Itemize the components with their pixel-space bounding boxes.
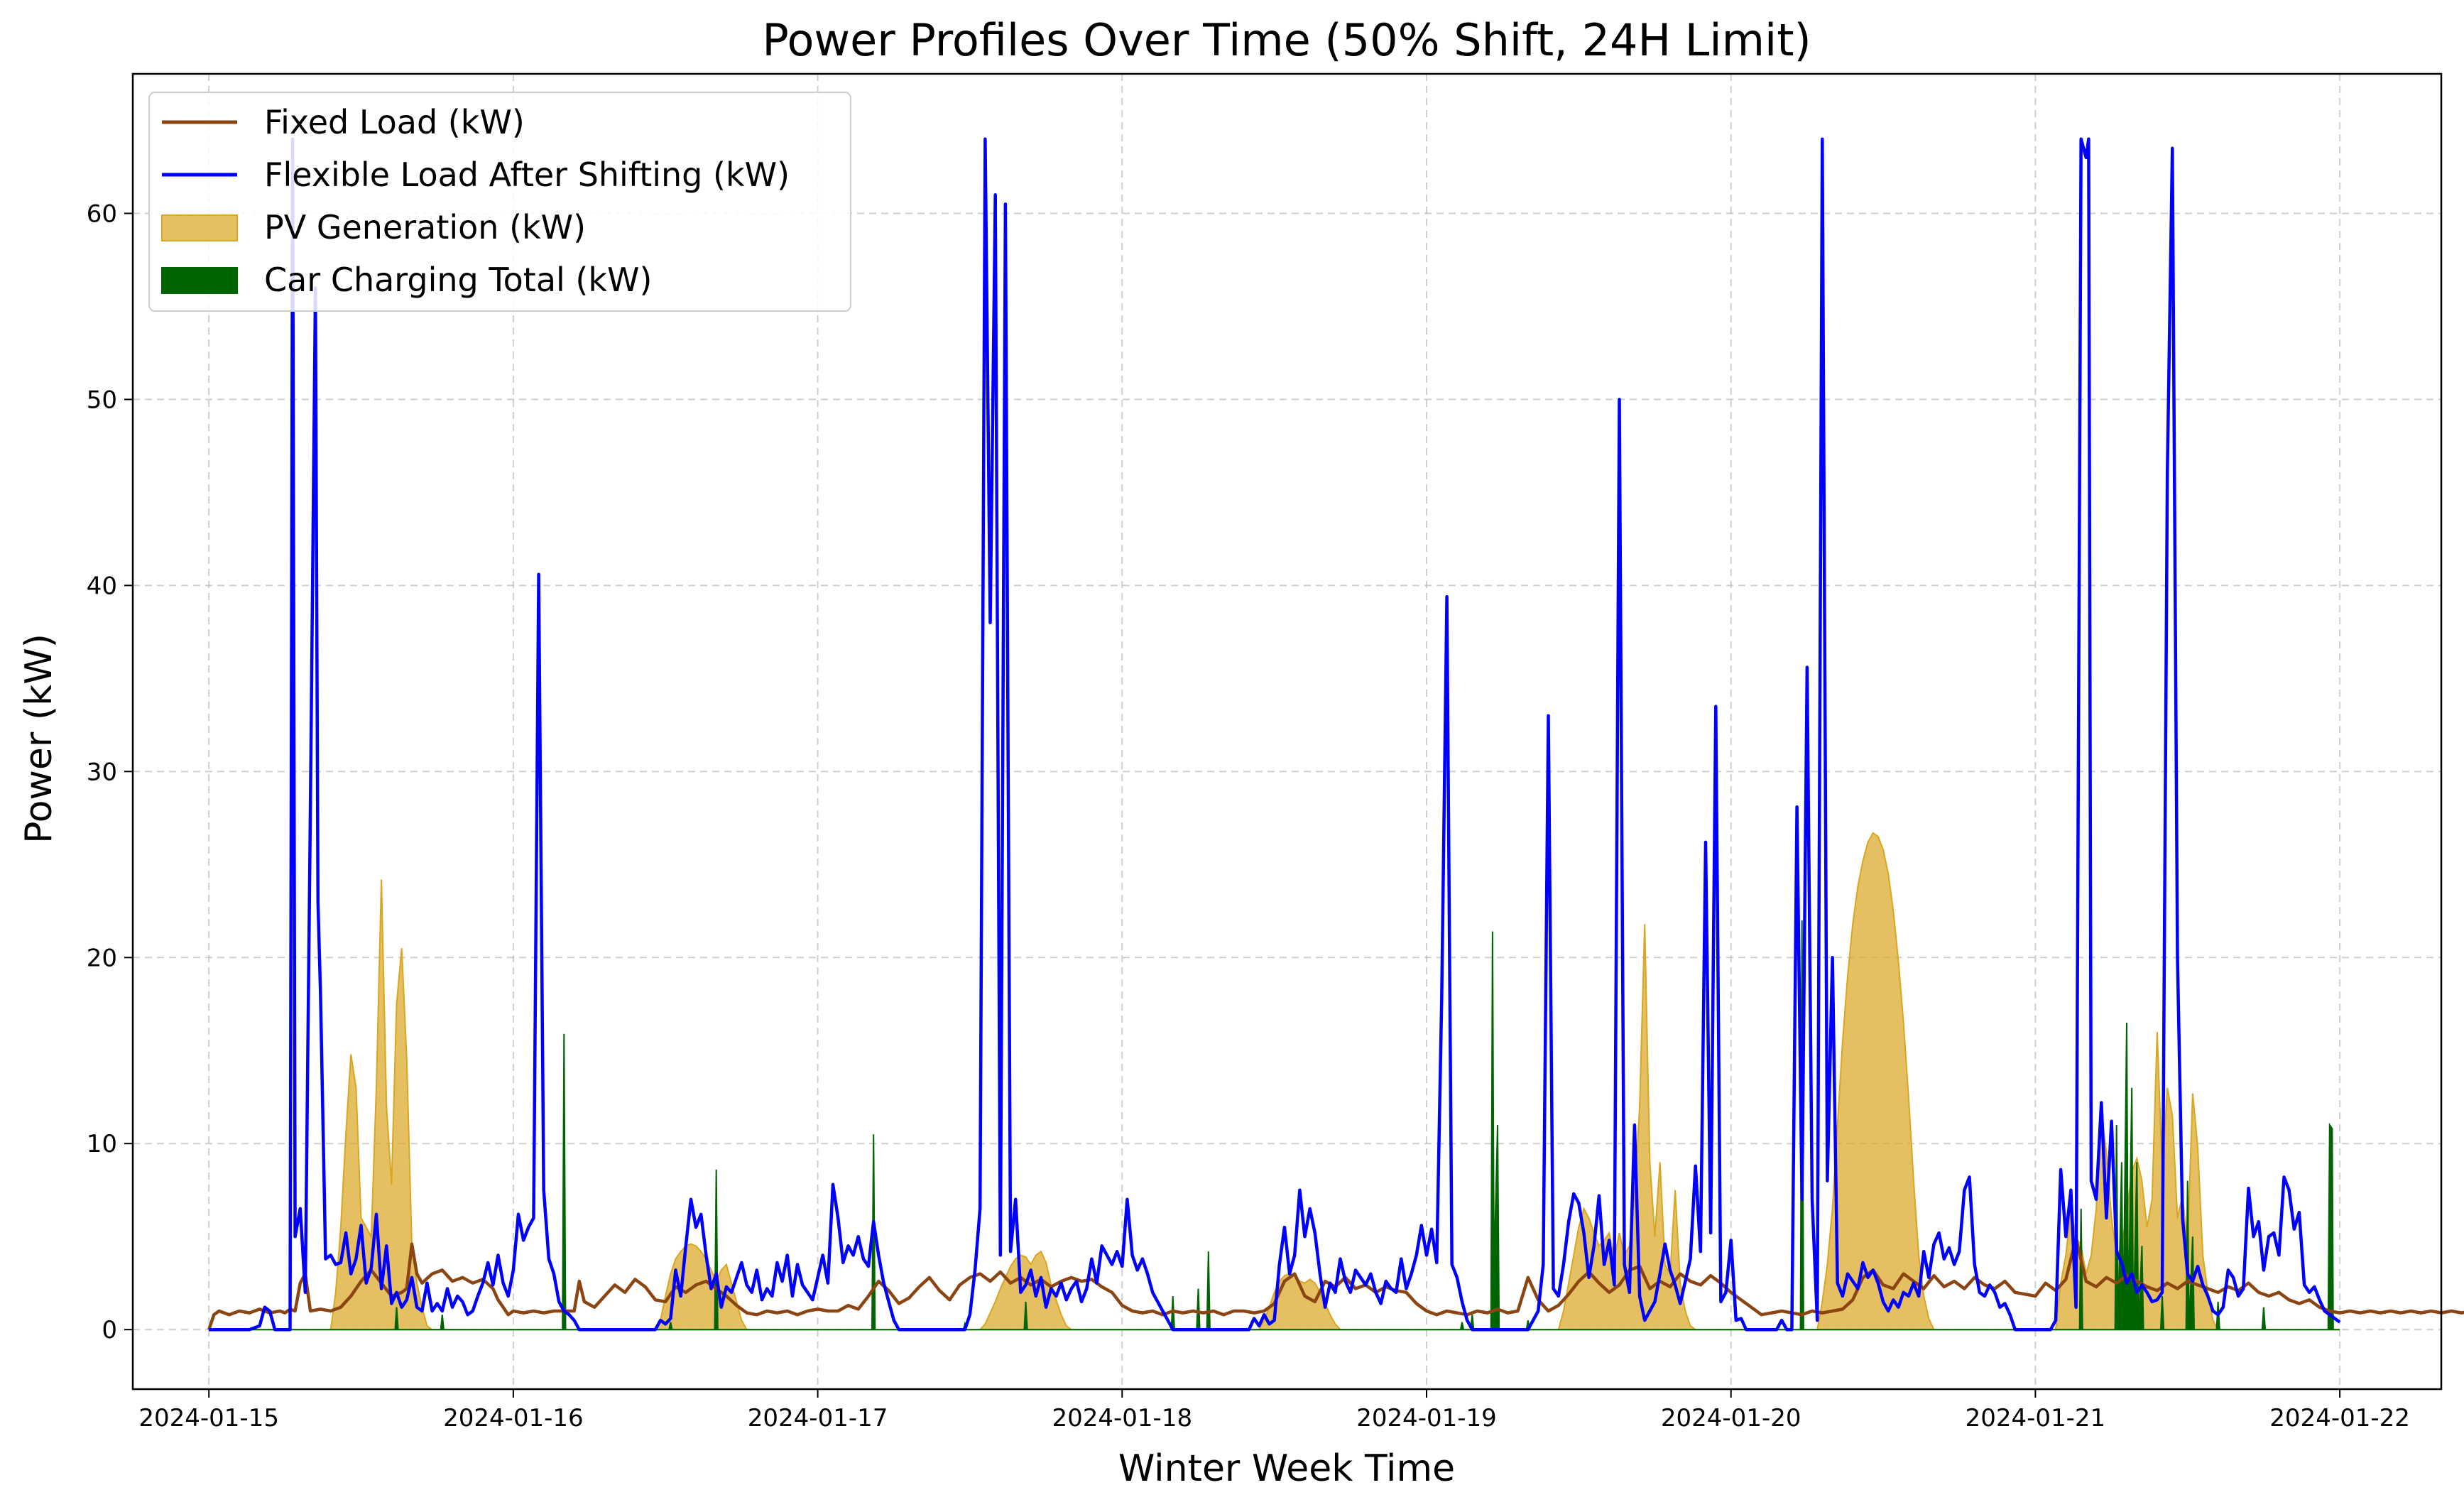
y-tick-label: 50 [87,386,117,414]
plot-frame [131,72,2443,1391]
x-tick-label: 2024-01-16 [443,1404,584,1432]
legend-swatch-pv-generation [161,214,238,241]
x-tick-label: 2024-01-19 [1356,1404,1497,1432]
y-tick-label: 60 [87,200,117,228]
legend-label-fixed-load: Fixed Load (kW) [264,103,525,141]
legend-label-car-charging-total: Car Charging Total (kW) [264,261,652,299]
y-tick-label: 10 [87,1130,117,1158]
legend-swatch-car-charging-total [161,267,238,294]
flexible-load-after-shifting-line [209,137,2341,1332]
x-tick-label: 2024-01-20 [1661,1404,1801,1432]
axes-layer [131,72,2443,1391]
series-layer [207,137,2464,1332]
x-tick-label: 2024-01-18 [1052,1404,1192,1432]
x-tick-label: 2024-01-17 [748,1404,888,1432]
chart-title: Power Profiles Over Time (50% Shift, 24H… [762,14,1811,66]
x-axis-ticks: 2024-01-15 2024-01-16 2024-01-17 2024-01-18… [138,1389,2410,1432]
y-axis-ticks: 0 10 20 30 40 50 60 [87,200,133,1344]
y-tick-label: 0 [102,1316,117,1344]
fixed-load-line [207,1236,2464,1330]
legend-label-pv-generation: PV Generation (kW) [264,208,586,246]
x-tick-label: 2024-01-22 [2269,1404,2410,1432]
y-axis-label: Power (kW) [18,633,60,844]
legend: Fixed Load (kW) Flexible Load After Shift… [148,92,851,312]
y-tick-label: 20 [87,944,117,972]
x-tick-label: 2024-01-15 [138,1404,279,1432]
y-tick-label: 30 [87,758,117,786]
y-tick-label: 40 [87,572,117,600]
x-tick-label: 2024-01-21 [1966,1404,2106,1432]
legend-box [148,92,851,312]
x-axis-label: Winter Week Time [1118,1447,1455,1490]
legend-label-flexible-load-after-shifting: Flexible Load After Shifting (kW) [264,156,790,194]
